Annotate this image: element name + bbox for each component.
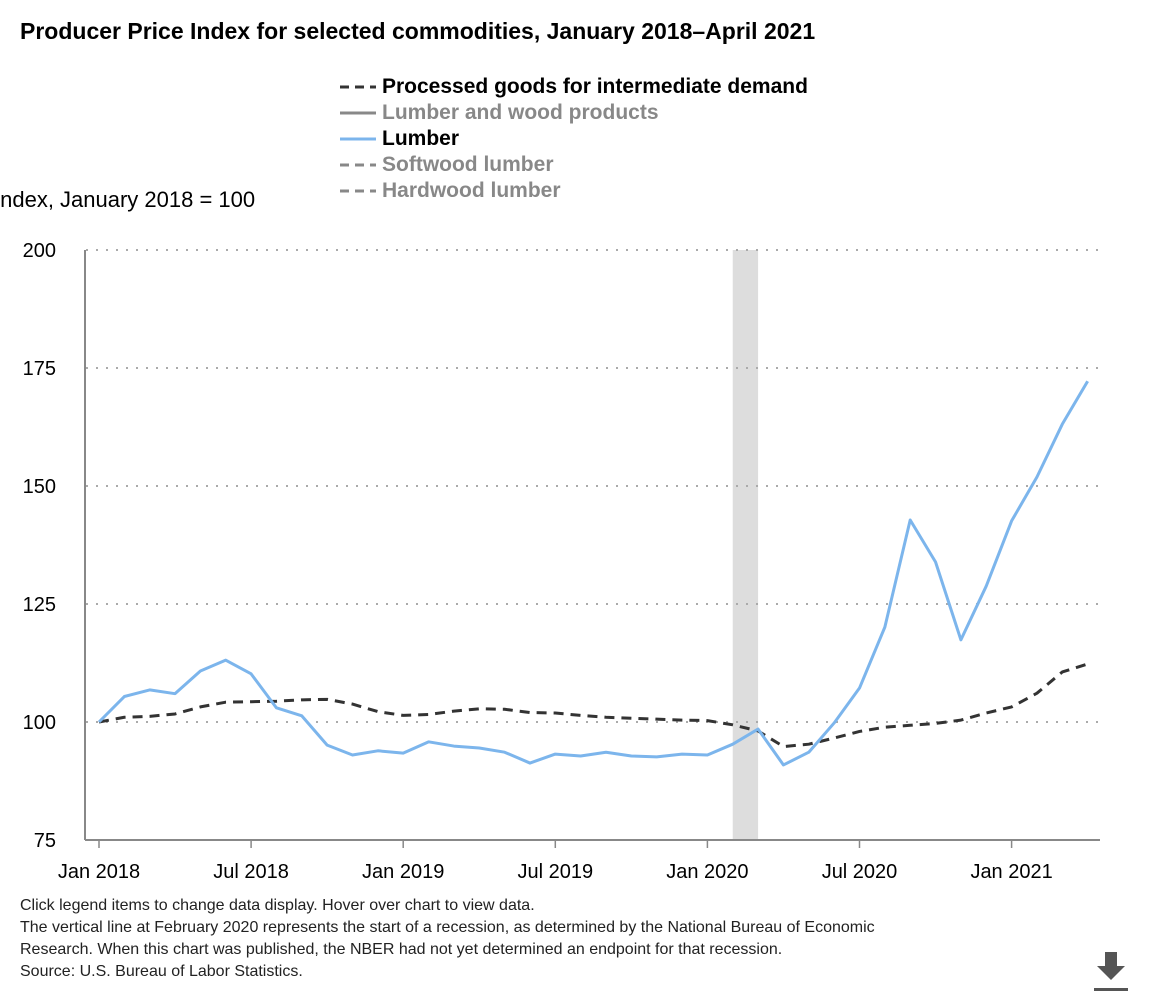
- legend-item[interactable]: Lumber and wood products: [340, 100, 808, 126]
- x-tick-label: Jan 2018: [58, 861, 140, 883]
- series-line-lumber: [97, 380, 1089, 767]
- x-tick-label: Jan 2019: [362, 861, 444, 883]
- y-tick-label: 200: [23, 240, 56, 262]
- note-recession-2: Research. When this chart was published,…: [20, 941, 783, 958]
- legend-label: Hardwood lumber: [382, 179, 561, 202]
- legend-item[interactable]: Hardwood lumber: [340, 178, 808, 204]
- chart-notes: Click legend items to change data displa…: [20, 895, 875, 983]
- legend-item[interactable]: Processed goods for intermediate demand: [340, 74, 808, 100]
- legend-line-icon: [340, 189, 376, 193]
- y-tick-label: 75: [34, 830, 56, 852]
- legend-item[interactable]: Softwood lumber: [340, 152, 808, 178]
- x-tick-label: Jul 2019: [517, 861, 593, 883]
- y-tick-label: 175: [23, 358, 56, 380]
- legend-line-icon: [340, 85, 376, 89]
- legend-line-icon: [340, 163, 376, 167]
- legend-label: Softwood lumber: [382, 153, 554, 176]
- x-tick-label: Jan 2020: [666, 861, 748, 883]
- download-arrow-icon[interactable]: [1094, 952, 1128, 992]
- legend-line-icon: [340, 137, 376, 141]
- legend-label: Lumber: [382, 127, 460, 150]
- series-line-processed-goods-for-intermediate-demand: [98, 662, 1089, 749]
- x-tick-label: Jan 2021: [970, 861, 1052, 883]
- legend-item[interactable]: Lumber: [340, 126, 808, 152]
- y-tick-label: 125: [23, 594, 56, 616]
- legend: Processed goods for intermediate demand L…: [340, 74, 808, 204]
- line-chart[interactable]: 75 100 125 150 175 200 Jan 2018 Jul 2018 Jan 201…: [0, 0, 1160, 890]
- x-tick-label: Jul 2018: [213, 861, 289, 883]
- recession-shading: [732, 250, 759, 840]
- note-instructions: Click legend items to change data displa…: [20, 897, 535, 914]
- note-source: Source: U.S. Bureau of Labor Statistics.: [20, 963, 303, 980]
- chart-title: Producer Price Index for selected commod…: [20, 18, 816, 44]
- legend-label: Lumber and wood products: [382, 101, 659, 124]
- y-axis-label: Index, January 2018 = 100: [0, 187, 256, 212]
- y-tick-label: 150: [23, 476, 56, 498]
- note-recession-1: The vertical line at February 2020 repre…: [20, 919, 875, 936]
- y-tick-label: 100: [23, 712, 56, 734]
- legend-line-icon: [340, 111, 376, 115]
- legend-label: Processed goods for intermediate demand: [382, 75, 808, 98]
- x-tick-label: Jul 2020: [822, 861, 898, 883]
